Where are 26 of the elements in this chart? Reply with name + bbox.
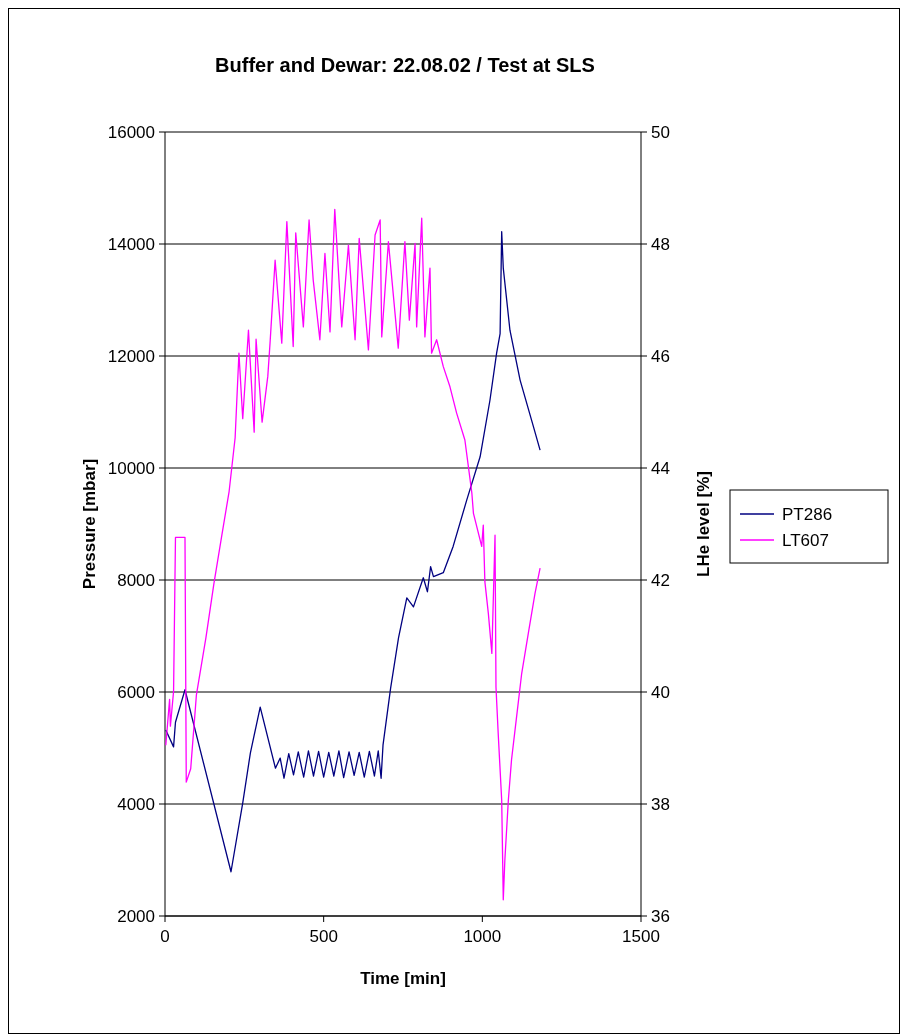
y-tick-label: 6000: [117, 682, 155, 702]
y-axis-title: Pressure [mbar]: [80, 458, 99, 590]
x-tick-label: 1000: [463, 927, 502, 946]
x-axis-title: Time [min]: [360, 969, 446, 988]
legend-label: LT607: [782, 530, 829, 550]
y2-tick-label: 48: [651, 234, 670, 254]
chart-title: Buffer and Dewar: 22.08.02 / Test at SLS: [215, 54, 595, 76]
y-tick-label: 10000: [107, 458, 155, 478]
y2-tick-label: 42: [651, 570, 670, 590]
y-tick-label: 14000: [107, 234, 155, 254]
x-tick-label: 1500: [622, 927, 660, 946]
y2-axis-title: LHe level [%]: [694, 471, 713, 577]
y2-tick-label: 46: [651, 346, 670, 366]
x-tick-label: 500: [309, 927, 338, 946]
y-tick-label: 2000: [117, 906, 155, 926]
x-tick-label: 0: [160, 927, 170, 946]
y2-tick-label: 38: [651, 794, 670, 814]
y-tick-label: 8000: [117, 570, 155, 590]
y2-tick-label: 40: [651, 682, 670, 702]
legend-label: PT286: [782, 504, 833, 524]
y2-tick-label: 50: [651, 122, 670, 142]
y-tick-label: 4000: [117, 794, 155, 814]
y2-tick-label: 36: [651, 906, 670, 926]
y-tick-label: 12000: [107, 346, 155, 366]
y-tick-label: 16000: [107, 122, 155, 142]
y2-tick-label: 44: [651, 458, 670, 478]
